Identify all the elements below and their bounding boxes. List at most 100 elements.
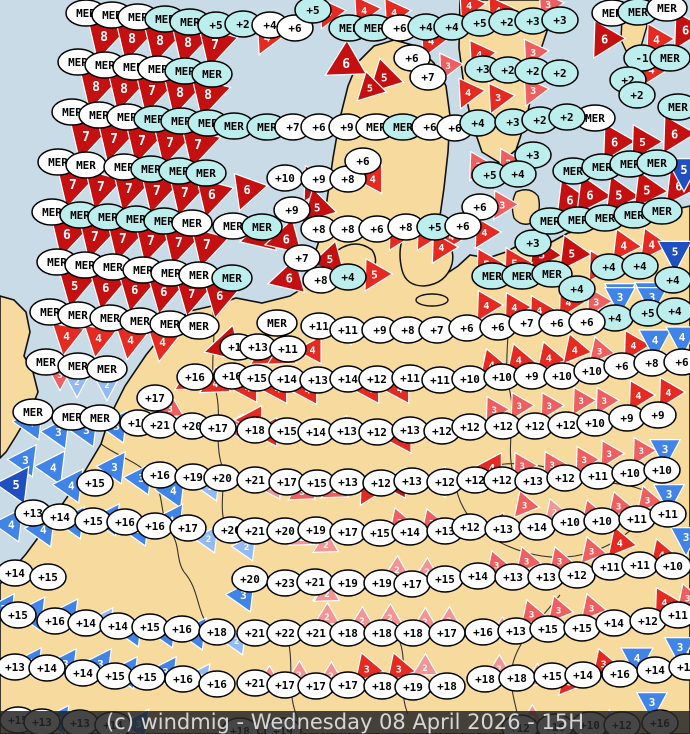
wind-force-value: 4 bbox=[212, 379, 218, 390]
label-text: +14 bbox=[108, 620, 128, 633]
temperature-label: +10 bbox=[654, 552, 690, 580]
wind-force-value: 8 bbox=[100, 30, 108, 45]
label-text: +14 bbox=[400, 526, 420, 539]
label-text: MER bbox=[595, 212, 615, 225]
wind-force-value: 4 bbox=[95, 332, 102, 345]
temperature-label: +10 bbox=[573, 357, 611, 385]
wind-arrow: 3 bbox=[580, 592, 608, 622]
label-text: MER bbox=[196, 167, 216, 180]
label-text: MER bbox=[602, 7, 622, 20]
temperature-label: +11 bbox=[649, 500, 687, 528]
label-text: +17 bbox=[145, 392, 165, 405]
sea-label: MER bbox=[171, 209, 213, 237]
temperature-label: +15 bbox=[529, 615, 567, 643]
temperature-label: +13 bbox=[0, 653, 34, 681]
temperature-label: +3 bbox=[541, 6, 579, 34]
label-text: +4 bbox=[570, 283, 584, 296]
temperature-label: +16 bbox=[176, 363, 214, 391]
label-text: MER bbox=[40, 306, 60, 319]
temperature-label: +9 bbox=[273, 196, 311, 224]
temperature-label: +19 bbox=[394, 673, 432, 701]
label-text: MER bbox=[90, 412, 110, 425]
wind-force-value: 3 bbox=[556, 606, 561, 616]
label-text: +12 bbox=[556, 419, 576, 432]
temperature-label: +16 bbox=[464, 618, 502, 646]
wind-arrow: 3 bbox=[603, 287, 637, 318]
wind-force-value: 4 bbox=[635, 391, 641, 402]
label-text: +4 bbox=[511, 168, 525, 181]
temperature-label: +15 bbox=[74, 507, 112, 535]
label-text: +6 bbox=[675, 356, 689, 369]
label-text: +10 bbox=[460, 373, 480, 386]
label-text: +12 bbox=[555, 472, 575, 485]
wind-force-value: 3 bbox=[601, 660, 607, 671]
label-text: -1 bbox=[635, 52, 649, 65]
temperature-label: +12 bbox=[516, 412, 554, 440]
temperature-label: +13 bbox=[527, 563, 565, 591]
wind-arrow: 3 bbox=[652, 484, 686, 515]
label-text: +18 bbox=[338, 627, 358, 640]
sea-label: MER bbox=[92, 253, 134, 281]
wind-force-value: 7 bbox=[91, 230, 99, 245]
wind-arrow: 3 bbox=[669, 527, 690, 558]
wind-force-value: 3 bbox=[593, 297, 599, 308]
wind-force-value: 4 bbox=[466, 1, 472, 12]
temperature-label: +16 bbox=[668, 653, 690, 681]
label-text: MER bbox=[89, 109, 109, 122]
temperature-label: +7 bbox=[508, 309, 546, 337]
label-text: MER bbox=[668, 101, 688, 114]
wind-force-value: 3 bbox=[494, 561, 499, 571]
temperature-label: +16 bbox=[36, 607, 74, 635]
label-text: +17 bbox=[208, 422, 228, 435]
label-text: +8 bbox=[401, 324, 414, 337]
label-text: +3 bbox=[526, 15, 539, 28]
label-text: +9 bbox=[285, 204, 298, 217]
temperature-label: +17 bbox=[169, 514, 207, 542]
wind-force-value: 4 bbox=[127, 334, 134, 347]
temperature-label: +11 bbox=[269, 335, 307, 363]
temperature-label: +10 bbox=[451, 365, 489, 393]
wind-force-value: 7 bbox=[153, 184, 161, 199]
label-text: +16 bbox=[473, 626, 493, 639]
label-text: +14 bbox=[573, 669, 593, 682]
label-text: +12 bbox=[465, 474, 485, 487]
temperature-label: +21 bbox=[296, 568, 334, 596]
wind-force-value: 4 bbox=[648, 63, 655, 76]
wind-force-value: 4 bbox=[397, 385, 403, 396]
label-text: +6 bbox=[370, 223, 384, 236]
label-text: +21 bbox=[305, 576, 325, 589]
label-text: MER bbox=[366, 121, 386, 134]
wind-force-value: 3 bbox=[666, 488, 673, 501]
wind-force-value: 2 bbox=[328, 672, 333, 682]
label-text: +12 bbox=[493, 420, 513, 433]
temperature-label: +11 bbox=[591, 553, 629, 581]
label-text: +13 bbox=[523, 475, 543, 488]
temperature-label: +10 bbox=[611, 459, 649, 487]
label-text: +17 bbox=[338, 679, 358, 692]
label-text: +13 bbox=[23, 507, 43, 520]
wind-force-value: 3 bbox=[677, 641, 684, 654]
label-text: +18 bbox=[475, 673, 495, 686]
label-text: +7 bbox=[295, 252, 308, 265]
wind-force-value: 2 bbox=[324, 590, 329, 600]
label-text: +22 bbox=[275, 627, 295, 640]
wind-force-value: 3 bbox=[57, 371, 62, 381]
label-text: +10 bbox=[652, 464, 672, 477]
temperature-label: +9 bbox=[328, 113, 366, 141]
label-text: MER bbox=[117, 111, 137, 124]
temperature-label: +14 bbox=[564, 661, 602, 689]
temperature-label: +14 bbox=[64, 659, 102, 687]
wind-force-value: 2 bbox=[74, 378, 79, 388]
label-text: +2 bbox=[533, 114, 546, 127]
label-text: MER bbox=[252, 221, 272, 234]
temperature-label: +13 bbox=[514, 467, 552, 495]
wind-force-value: 4 bbox=[361, 6, 367, 17]
temperature-label: +7 bbox=[283, 244, 321, 272]
label-text: +6 bbox=[580, 316, 594, 329]
label-text: MER bbox=[568, 214, 588, 227]
label-text: +10 bbox=[582, 365, 602, 378]
label-text: +13 bbox=[402, 475, 422, 488]
wind-force-value: 5 bbox=[314, 202, 321, 215]
